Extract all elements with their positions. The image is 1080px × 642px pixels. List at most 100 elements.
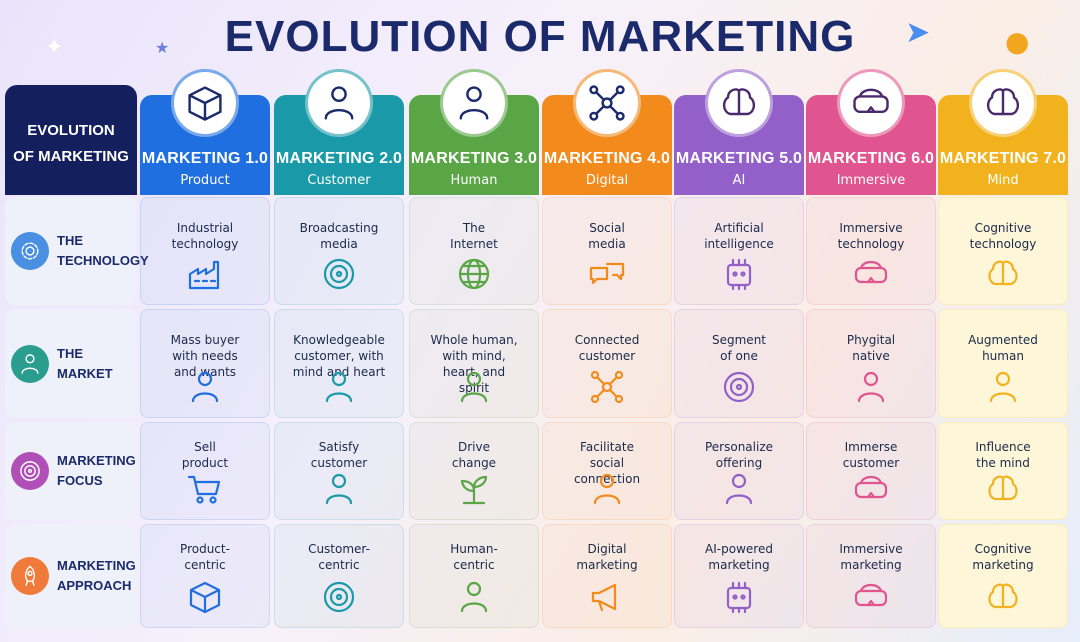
cell-text-line: Influence [975, 440, 1031, 454]
table-cell: Satisfy customer [274, 422, 404, 520]
cell-text-line: Phygital [846, 333, 896, 347]
table-cell: Cognitive technology [938, 197, 1068, 305]
row-label-2: MARKETING FOCUS [5, 422, 137, 520]
corner-label-line: OF MARKETING [13, 148, 129, 165]
row-label-text: THE MARKET [57, 344, 113, 384]
cell-text-line: centric [184, 558, 226, 572]
cell-text-line: centric [318, 558, 360, 572]
phone-person-icon [857, 371, 885, 403]
target-user-icon [323, 581, 355, 613]
cell-icon-wrap [587, 577, 627, 617]
cell-icon-wrap [851, 469, 891, 509]
cell-text-line: spirit [458, 381, 490, 395]
cell-text-line: marketing [708, 558, 770, 572]
column-subtitle: Immersive [836, 173, 906, 188]
row-icon-badge [11, 344, 49, 383]
table-cell: Artificial intelligence [674, 197, 804, 305]
icon-badge [171, 69, 239, 137]
person-heart-icon [459, 86, 489, 120]
table-cell: Digital marketing [542, 524, 672, 628]
column-header-6: MARKETING 6.0 Immersive [806, 69, 936, 195]
cell-text-line: Immersive [839, 542, 903, 556]
table-cell: Mass buyer with needs and wants [140, 309, 270, 418]
high-five-icon [593, 473, 621, 505]
cell-icon-wrap [185, 469, 225, 509]
table-cell: Phygital native [806, 309, 936, 418]
smartphone-network-icon [589, 85, 625, 121]
user-sliders-icon [725, 473, 753, 505]
cell-text-line: with mind, [442, 349, 506, 363]
cell-text-line: Product- [180, 542, 230, 556]
brain-icon [986, 88, 1020, 116]
corner-label-line: EVOLUTION [27, 122, 115, 139]
megaphone-icon [591, 583, 617, 612]
cell-text-line: Digital [587, 542, 627, 556]
cell-text-line: The [462, 221, 486, 235]
cell-text-line: Segment [712, 333, 766, 347]
column-title: MARKETING 3.0 [410, 150, 538, 167]
column-subtitle: Customer [307, 173, 371, 188]
gear-icon [21, 242, 39, 260]
column-header-2: MARKETING 2.0 Customer [274, 69, 404, 195]
cell-icon-wrap [983, 367, 1023, 407]
column-header-5: MARKETING 5.0 AI [674, 69, 804, 195]
row-label-line: THE [57, 233, 83, 248]
cell-icon-wrap [587, 254, 627, 294]
cell-text-line: Internet [450, 237, 498, 251]
cell-text-line: Connected [574, 333, 640, 347]
cell-text-line: Drive [458, 440, 490, 454]
page-title: EVOLUTION OF MARKETING [224, 12, 856, 61]
cell-icon-wrap [185, 577, 225, 617]
box-icon [189, 581, 221, 614]
icon-badge [837, 69, 905, 137]
cell-text-line: marketing [972, 558, 1034, 572]
row-label-text: MARKETING FOCUS [57, 451, 136, 491]
cell-text-line: Sell [194, 440, 216, 454]
vr-headset-icon [854, 260, 888, 284]
row-label-line: MARKETING [57, 558, 136, 573]
ai-chip-icon [726, 258, 752, 291]
robot-icon [726, 581, 752, 614]
table-cell: Connected customer [542, 309, 672, 418]
cell-text-line: native [852, 349, 890, 363]
table-cell: Immerse customer [806, 422, 936, 520]
cell-icon-wrap [185, 367, 225, 407]
table-cell: Cognitive marketing [938, 524, 1068, 628]
cell-icon-wrap [319, 254, 359, 294]
cell-text-line: centric [453, 558, 495, 572]
table-cell: Knowledgeable customer, with mind and hear… [274, 309, 404, 418]
head-brain-icon [988, 475, 1018, 501]
table-cell: Human-centric [409, 524, 539, 628]
row-label-line: APPROACH [57, 578, 132, 593]
target-icon [20, 461, 40, 481]
people-icon [324, 86, 354, 120]
row-label-line: TECHNOLOGY [57, 253, 149, 268]
table-cell: Immersive marketing [806, 524, 936, 628]
user-icon [21, 353, 39, 374]
cell-text-line: media [588, 237, 626, 251]
table-cell: Immersive technology [806, 197, 936, 305]
row-icon-badge [11, 557, 49, 595]
column-header-4: MARKETING 4.0 Digital [542, 69, 672, 195]
cell-icon-wrap [719, 577, 759, 617]
table-cell: Augmented human [938, 309, 1068, 418]
cell-icon-wrap [319, 577, 359, 617]
globe-icon [458, 258, 490, 290]
sprout-icon [460, 475, 488, 505]
cell-text-line: of one [720, 349, 758, 363]
column-subtitle: Digital [585, 173, 629, 188]
cell-text-line: with needs [172, 349, 238, 363]
cell-text-line: Personalize [704, 440, 774, 454]
corner-header: EVOLUTION OF MARKETING [5, 85, 137, 195]
group-icon [460, 581, 488, 613]
circuit-brain-icon [722, 88, 756, 116]
cell-text-line: marketing [576, 558, 638, 572]
person-heart-icon [325, 371, 353, 403]
column-title: MARKETING 1.0 [141, 150, 269, 167]
cell-text-line: technology [837, 237, 905, 251]
cell-text-line: connection [573, 472, 641, 486]
column-header-1: MARKETING 1.0 Product [140, 69, 270, 195]
glowing-person-icon [989, 371, 1017, 403]
table-cell: Facilitate social connection [542, 422, 672, 520]
cell-icon-wrap [587, 469, 627, 509]
